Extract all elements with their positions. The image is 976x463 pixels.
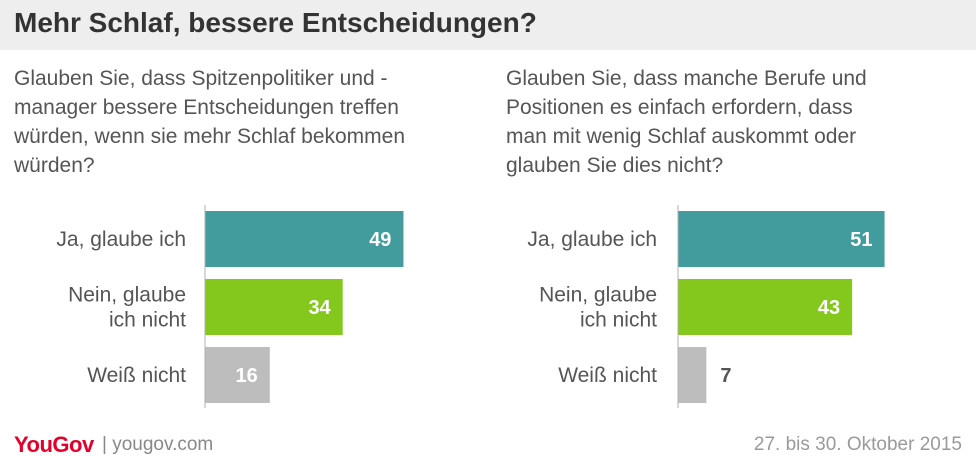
bar-2 [205, 279, 343, 335]
value-label: 34 [308, 297, 331, 319]
question-right-line: Positionen es einfach erfordern, dass [506, 96, 853, 119]
category-label: Weiß nicht [87, 364, 186, 387]
question-right-line: glauben Sie dies nicht? [506, 154, 724, 177]
category-label: Weiß nicht [558, 364, 657, 387]
page-title: Mehr Schlaf, bessere Entscheidungen? [14, 7, 537, 38]
question-right-line: Glauben Sie, dass manche Berufe und [506, 67, 867, 90]
website-link[interactable]: | yougov.com [102, 434, 214, 455]
category-label: Nein, glaube [539, 284, 657, 307]
value-label: 49 [369, 229, 391, 251]
value-label: 16 [236, 365, 258, 387]
bar-3 [678, 347, 707, 403]
bar-1 [678, 211, 885, 267]
category-label: ich nicht [109, 309, 186, 332]
category-label: Nein, glaube [68, 284, 186, 307]
category-label: Ja, glaube ich [56, 228, 186, 251]
question-right: Glauben Sie, dass manche Berufe und Posi… [506, 64, 966, 180]
category-label: Ja, glaube ich [527, 228, 657, 251]
bar-1 [205, 211, 404, 267]
value-label: 43 [818, 297, 840, 319]
value-label: 7 [720, 365, 731, 387]
bar-3 [205, 347, 270, 403]
value-label: 51 [850, 229, 872, 251]
question-left-line: würden, wenn sie mehr Schlaf bekommen [14, 125, 406, 148]
question-left: Glauben Sie, dass Spitzenpolitiker und -… [14, 64, 484, 180]
question-right-line: man mit wenig Schlaf auskommt oder [506, 125, 857, 148]
category-label: ich nicht [580, 309, 657, 332]
survey-date: 27. bis 30. Oktober 2015 [753, 434, 962, 455]
header-bar: Mehr Schlaf, bessere Entscheidungen? [0, 0, 976, 50]
question-left-line: würden? [14, 154, 95, 177]
bar-2 [678, 279, 853, 335]
yougov-logo: YouGov [14, 432, 94, 457]
question-left-line: manager bessere Entscheidungen treffen [14, 96, 399, 119]
question-left-line: Glauben Sie, dass Spitzenpolitiker und - [14, 67, 388, 90]
